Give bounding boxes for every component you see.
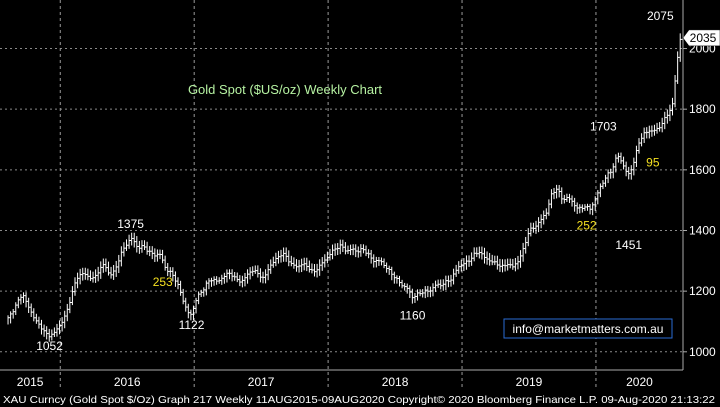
x-tick-labels: 2015 2016 2017 2018 2019 2020: [17, 375, 653, 389]
x-tick-label-2017: 2017: [248, 375, 275, 389]
annotation-1122: 1122: [179, 318, 205, 332]
watermark-box: info@marketmatters.com.au: [503, 318, 673, 339]
x-tick-label-2016: 2016: [114, 375, 141, 389]
annotations: 1052 1375 253 1122 1160 1703 252 1451 95 2075: [36, 9, 674, 353]
x-tick-label-2018: 2018: [382, 375, 409, 389]
annotation-252: 252: [577, 218, 597, 232]
y-tick-label-1200: 1200: [689, 284, 716, 298]
annotation-1375: 1375: [117, 217, 144, 231]
annotation-1451: 1451: [615, 238, 642, 252]
x-tick-label-2020: 2020: [626, 375, 653, 389]
y-tick-label-1400: 1400: [689, 223, 716, 237]
last-price-tag-bg: [682, 29, 720, 47]
axes: [0, 0, 684, 371]
annotation-95: 95: [646, 156, 660, 170]
price-bars: [7, 33, 683, 342]
annotation-1703: 1703: [590, 120, 617, 134]
y-tick-label-1000: 1000: [689, 345, 716, 359]
last-price-value: 2035: [690, 31, 717, 45]
watermark-text: info@marketmatters.com.au: [513, 322, 664, 336]
y-tick-label-1800: 1800: [689, 102, 716, 116]
footer-text: XAU Curncy (Gold Spot $/Oz) Graph 217 We…: [3, 395, 715, 406]
annotation-1160: 1160: [400, 308, 426, 322]
y-tick-label-1600: 1600: [689, 163, 716, 177]
annotation-253: 253: [153, 275, 173, 289]
chart-title: Gold Spot ($US/oz) Weekly Chart: [188, 82, 382, 97]
annotation-1052: 1052: [36, 339, 63, 353]
x-tick-label-2019: 2019: [516, 375, 543, 389]
grid-layer: [0, 48, 683, 353]
watermark-frame: [503, 318, 673, 339]
footer-bar: [0, 390, 720, 407]
last-price-tag: 2035: [682, 29, 720, 47]
x-tick-label-2015: 2015: [17, 375, 44, 389]
annotation-2075: 2075: [647, 9, 674, 23]
